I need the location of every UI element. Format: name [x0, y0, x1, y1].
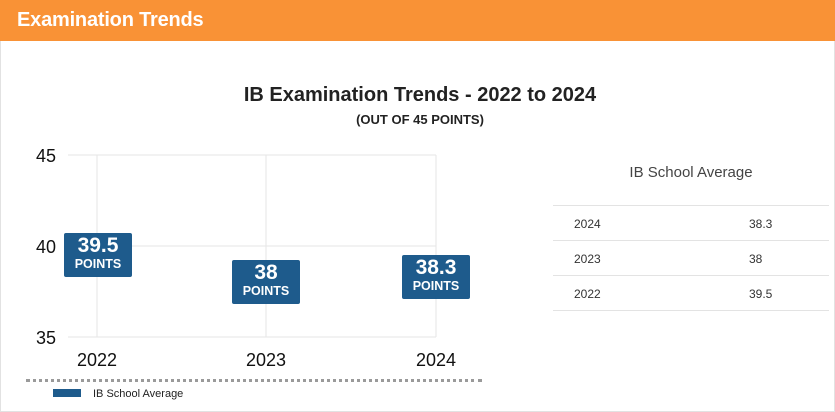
data-point-label[interactable]: 38.3 POINTS [402, 254, 470, 299]
data-point-label[interactable]: 38 POINTS [232, 260, 300, 305]
chart-title: IB Examination Trends - 2022 to 2024 [243, 84, 597, 106]
x-tick-label: 2022 [77, 350, 117, 370]
data-point-value: 39.5 [77, 234, 119, 258]
x-tick-label: 2023 [246, 350, 286, 370]
table-row: 2024 38.3 [553, 205, 829, 240]
table-row: 2023 38 [553, 240, 829, 275]
y-tick-label: 40 [36, 237, 56, 257]
data-point-label[interactable]: 39.5 POINTS [64, 233, 132, 278]
legend-divider [26, 379, 482, 382]
legend-label[interactable]: IB School Average [93, 388, 184, 400]
table-cell-year: 2024 [574, 217, 601, 231]
table-cell-value: 38 [749, 252, 763, 266]
data-point-unit: POINTS [412, 278, 460, 293]
y-tick-label: 35 [36, 328, 56, 348]
data-point-value: 38.3 [415, 255, 457, 279]
table-cell-year: 2023 [574, 252, 601, 266]
table-cell-value: 39.5 [749, 287, 773, 301]
legend-swatch[interactable] [53, 389, 81, 397]
widget-header: Examination Trends [0, 0, 835, 41]
y-tick-label: 45 [36, 146, 56, 166]
data-point-unit: POINTS [74, 257, 122, 272]
chart-subtitle: (OUT OF 45 POINTS) [356, 112, 484, 127]
table-cell-year: 2022 [574, 287, 601, 301]
table-row: 2022 39.5 [553, 275, 829, 311]
widget-title: Examination Trends [17, 9, 204, 31]
table-cell-value: 38.3 [749, 217, 773, 231]
table-title: IB School Average [629, 164, 753, 181]
data-table: 2024 38.3 2023 38 2022 39.5 [553, 205, 829, 311]
x-tick-label: 2024 [416, 350, 456, 370]
data-point-value: 38 [254, 261, 278, 285]
data-point-unit: POINTS [242, 284, 290, 299]
